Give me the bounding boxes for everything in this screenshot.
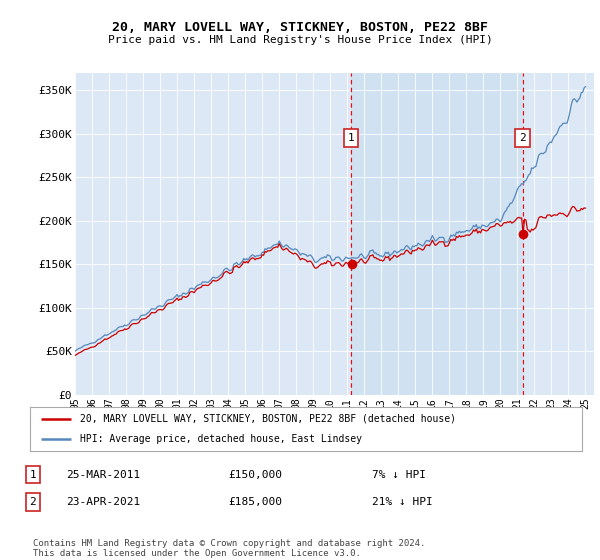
- Text: Price paid vs. HM Land Registry's House Price Index (HPI): Price paid vs. HM Land Registry's House …: [107, 35, 493, 45]
- Text: 2: 2: [520, 133, 526, 143]
- Text: 20, MARY LOVELL WAY, STICKNEY, BOSTON, PE22 8BF: 20, MARY LOVELL WAY, STICKNEY, BOSTON, P…: [112, 21, 488, 34]
- Text: HPI: Average price, detached house, East Lindsey: HPI: Average price, detached house, East…: [80, 434, 362, 444]
- Text: £185,000: £185,000: [228, 497, 282, 507]
- Text: 7% ↓ HPI: 7% ↓ HPI: [372, 469, 426, 479]
- Text: 2: 2: [29, 497, 37, 507]
- Bar: [351, 73, 523, 395]
- Text: 21% ↓ HPI: 21% ↓ HPI: [372, 497, 433, 507]
- Text: 23-APR-2021: 23-APR-2021: [66, 497, 140, 507]
- Text: Contains HM Land Registry data © Crown copyright and database right 2024.
This d: Contains HM Land Registry data © Crown c…: [33, 539, 425, 558]
- Text: 20, MARY LOVELL WAY, STICKNEY, BOSTON, PE22 8BF (detached house): 20, MARY LOVELL WAY, STICKNEY, BOSTON, P…: [80, 414, 455, 424]
- Text: 1: 1: [29, 469, 37, 479]
- Text: £150,000: £150,000: [228, 469, 282, 479]
- Text: 1: 1: [348, 133, 355, 143]
- Text: 25-MAR-2011: 25-MAR-2011: [66, 469, 140, 479]
